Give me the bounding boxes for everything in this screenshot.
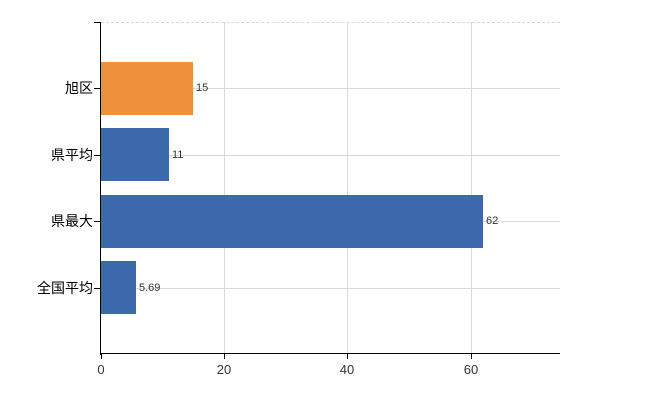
gridline-horizontal xyxy=(101,155,560,156)
x-tick-label: 40 xyxy=(339,362,355,377)
x-axis-tick xyxy=(224,354,225,359)
gridline-horizontal xyxy=(101,288,560,289)
bar-旭区 xyxy=(101,62,193,115)
gridline-horizontal xyxy=(101,88,560,89)
category-label: 旭区 xyxy=(65,80,93,96)
y-axis-tick xyxy=(94,22,101,23)
y-axis-tick xyxy=(94,221,101,222)
value-label: 62 xyxy=(486,215,499,227)
gridline-vertical xyxy=(347,22,349,354)
x-axis-line xyxy=(100,353,560,354)
value-label: 5.69 xyxy=(139,282,161,294)
x-tick-label: 20 xyxy=(216,362,232,377)
value-label: 11 xyxy=(172,149,184,161)
value-label: 15 xyxy=(196,82,209,94)
bar-県最大 xyxy=(101,195,483,248)
category-label: 県最大 xyxy=(51,213,93,229)
gridline-vertical xyxy=(224,22,226,354)
x-axis-tick xyxy=(471,354,472,359)
x-axis-tick xyxy=(101,354,102,359)
x-axis-tick xyxy=(347,354,348,359)
category-label: 全国平均 xyxy=(37,280,93,296)
bar-全国平均 xyxy=(101,261,136,314)
bar-県平均 xyxy=(101,128,169,181)
plot-top-border xyxy=(101,22,560,23)
y-axis-line xyxy=(100,22,101,355)
y-axis-tick xyxy=(94,288,101,289)
gridline-vertical xyxy=(470,22,472,354)
y-axis-tick xyxy=(94,155,101,156)
x-tick-label: 0 xyxy=(97,362,105,377)
category-label: 県平均 xyxy=(51,147,93,163)
y-axis-tick xyxy=(94,88,101,89)
x-tick-label: 60 xyxy=(463,362,479,377)
